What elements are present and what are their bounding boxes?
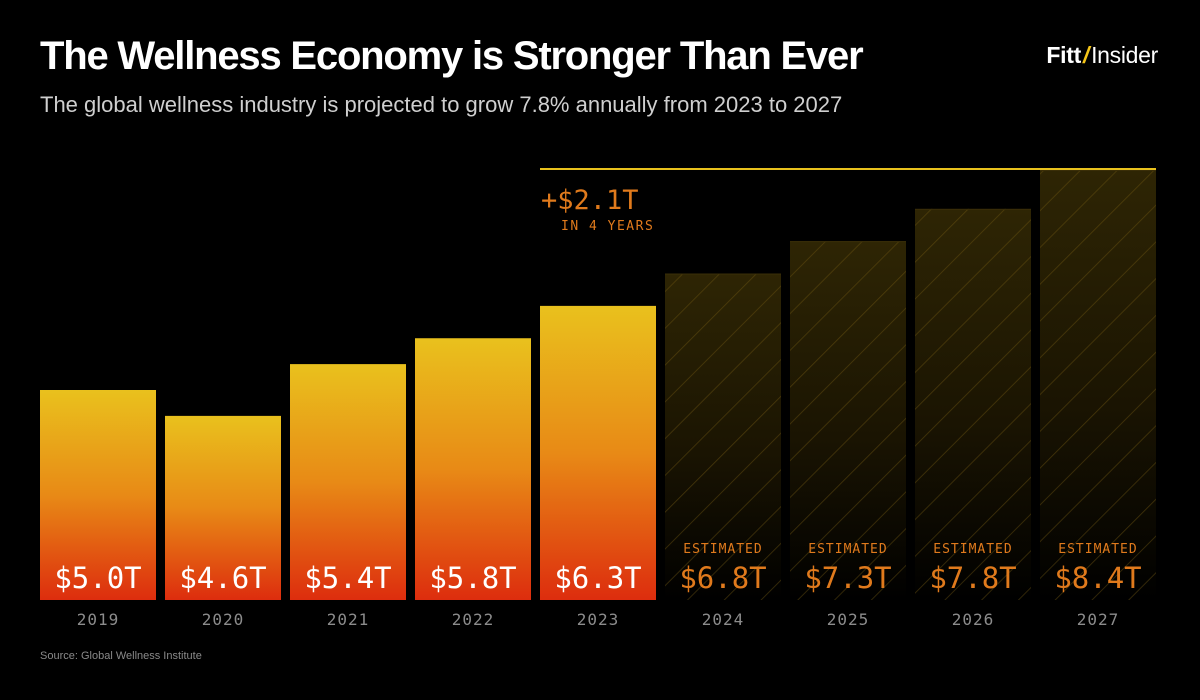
year-label-2027: 2027 xyxy=(1077,610,1120,629)
source-note: Source: Global Wellness Institute xyxy=(40,650,202,662)
brand-slash-icon: / xyxy=(1082,42,1090,68)
brand-name-fitt: Fitt xyxy=(1046,42,1081,68)
brand-logo[interactable]: Fitt/Insider xyxy=(1046,42,1158,69)
year-label-2019: 2019 xyxy=(77,610,120,629)
chart-title: The Wellness Economy is Stronger Than Ev… xyxy=(40,34,864,78)
estimated-label-2025: ESTIMATED xyxy=(808,542,887,557)
chart-subtitle: The global wellness industry is projecte… xyxy=(40,92,843,117)
year-label-2020: 2020 xyxy=(202,610,245,629)
bar-hatch-2024 xyxy=(665,273,781,600)
bar-2023 xyxy=(540,305,656,600)
value-label-2026: $7.8T xyxy=(929,561,1016,595)
year-label-2025: 2025 xyxy=(827,610,870,629)
value-label-2024: $6.8T xyxy=(679,561,766,595)
bar-2022 xyxy=(415,338,531,600)
bar-hatch-2026 xyxy=(915,208,1031,600)
bar-2020 xyxy=(165,415,281,600)
year-label-2024: 2024 xyxy=(702,610,745,629)
year-label-2023: 2023 xyxy=(577,610,620,629)
bar-2021 xyxy=(290,364,406,600)
bar-hatch-2025 xyxy=(790,241,906,601)
value-label-2020: $4.6T xyxy=(179,561,266,595)
year-label-2026: 2026 xyxy=(952,610,995,629)
growth-annotation-subtext: IN 4 YEARS xyxy=(561,219,654,234)
growth-annotation-value: +$2.1T xyxy=(541,185,639,216)
value-label-2019: $5.0T xyxy=(54,561,141,595)
value-label-2027: $8.4T xyxy=(1054,561,1141,595)
estimated-label-2027: ESTIMATED xyxy=(1058,542,1137,557)
bar-hatch-2027 xyxy=(1040,170,1156,600)
estimated-label-2024: ESTIMATED xyxy=(683,542,762,557)
year-label-2022: 2022 xyxy=(452,610,495,629)
value-label-2021: $5.4T xyxy=(304,561,391,595)
value-label-2025: $7.3T xyxy=(804,561,891,595)
bar-2019 xyxy=(40,390,156,600)
year-label-2021: 2021 xyxy=(327,610,370,629)
value-label-2023: $6.3T xyxy=(554,561,641,595)
estimated-label-2026: ESTIMATED xyxy=(933,542,1012,557)
value-label-2022: $5.8T xyxy=(429,561,516,595)
brand-name-insider: Insider xyxy=(1091,42,1158,68)
